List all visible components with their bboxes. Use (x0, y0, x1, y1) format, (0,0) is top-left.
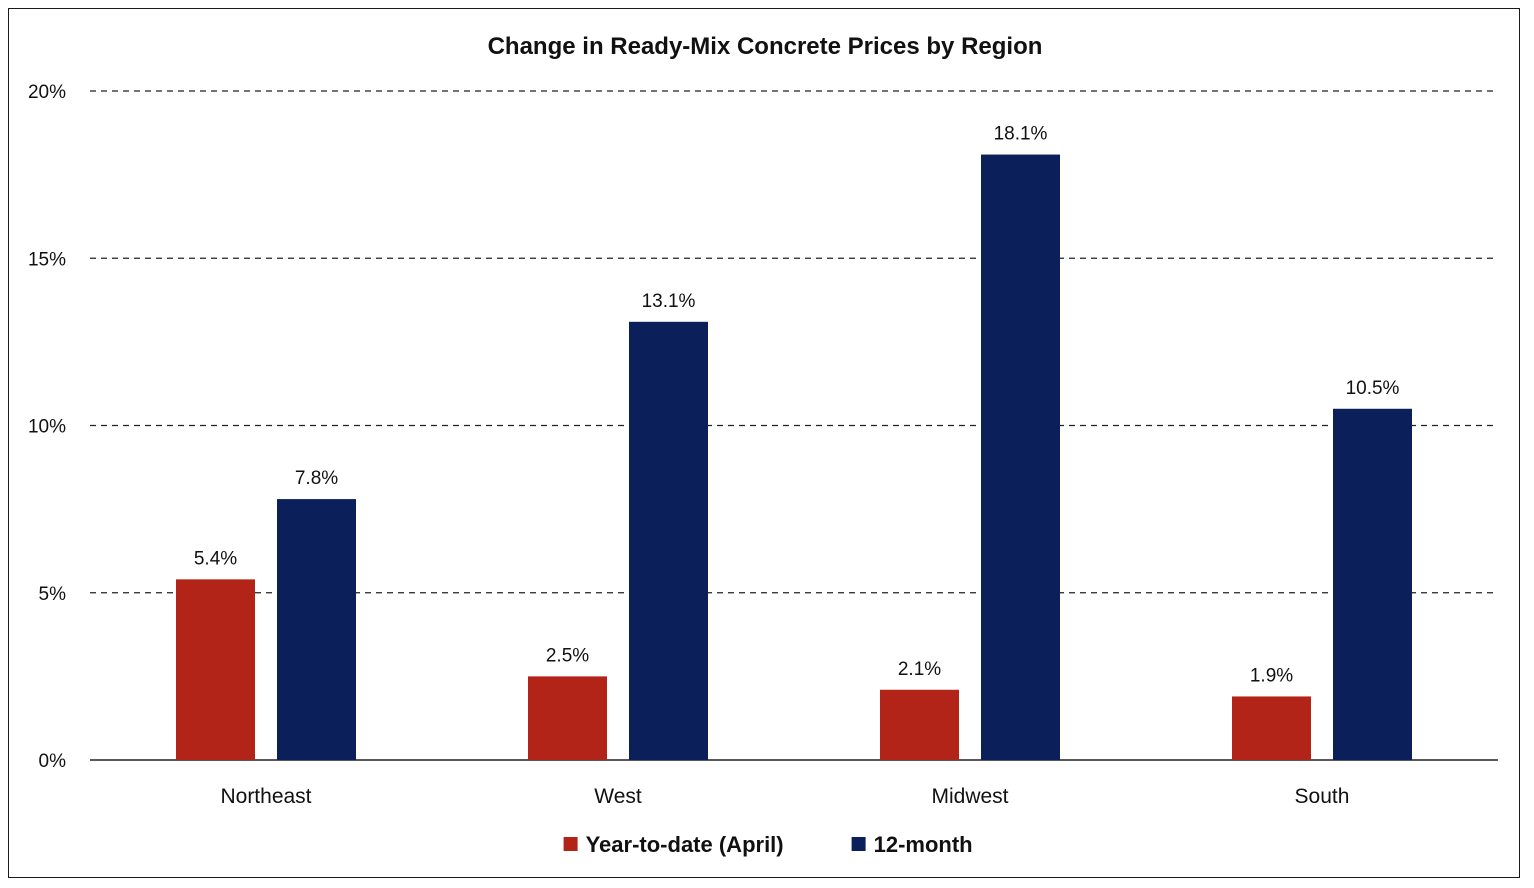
bar (1232, 696, 1311, 760)
x-category-label: Midwest (931, 785, 1008, 808)
chart-title: Change in Ready-Mix Concrete Prices by R… (488, 33, 1043, 60)
data-label: 7.8% (295, 468, 338, 489)
data-label: 13.1% (642, 291, 696, 312)
data-label: 10.5% (1346, 378, 1400, 399)
x-axis-categories: Northeast West Midwest South (220, 785, 1349, 808)
y-tick-label: 10% (28, 417, 66, 438)
y-tick-label: 5% (39, 584, 67, 605)
bar (176, 579, 255, 760)
data-label: 2.5% (546, 645, 589, 666)
bar (1333, 408, 1412, 760)
legend: Year-to-date (April) 12-month (563, 832, 973, 857)
bar (629, 321, 708, 760)
bar (277, 499, 356, 760)
data-label: 2.1% (898, 659, 941, 680)
legend-swatch (563, 837, 578, 851)
y-tick-label: 20% (28, 82, 66, 103)
x-category-label: South (1295, 785, 1350, 808)
data-label: 1.9% (1250, 665, 1293, 686)
data-label: 18.1% (994, 124, 1048, 145)
x-category-label: West (594, 785, 642, 808)
legend-label: 12-month (874, 832, 973, 857)
bars (176, 154, 1412, 760)
legend-label: Year-to-date (April) (586, 832, 784, 857)
y-tick-label: 0% (39, 751, 67, 772)
x-category-label: Northeast (220, 785, 311, 808)
bar (981, 154, 1060, 760)
bar (528, 676, 607, 760)
data-labels: 5.4% 7.8% 2.5% 13.1% 2.1% 18.1% 1.9% 10.5% (194, 124, 1400, 687)
bar (880, 689, 959, 760)
legend-swatch (851, 837, 866, 851)
y-tick-label: 15% (28, 249, 66, 270)
data-label: 5.4% (194, 548, 237, 569)
y-axis-ticks: 0% 5% 10% 15% 20% (28, 82, 66, 772)
